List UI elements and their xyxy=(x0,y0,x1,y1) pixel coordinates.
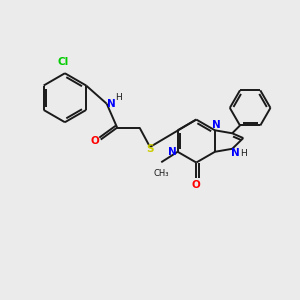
Text: N: N xyxy=(231,148,240,158)
Text: N: N xyxy=(212,120,221,130)
Text: H: H xyxy=(240,149,247,158)
Text: H: H xyxy=(115,93,122,102)
Text: Cl: Cl xyxy=(58,57,69,67)
Text: CH₃: CH₃ xyxy=(154,169,169,178)
Text: S: S xyxy=(146,143,154,154)
Text: N: N xyxy=(107,99,116,109)
Text: O: O xyxy=(91,136,100,146)
Text: N: N xyxy=(168,147,177,157)
Text: O: O xyxy=(192,180,201,190)
